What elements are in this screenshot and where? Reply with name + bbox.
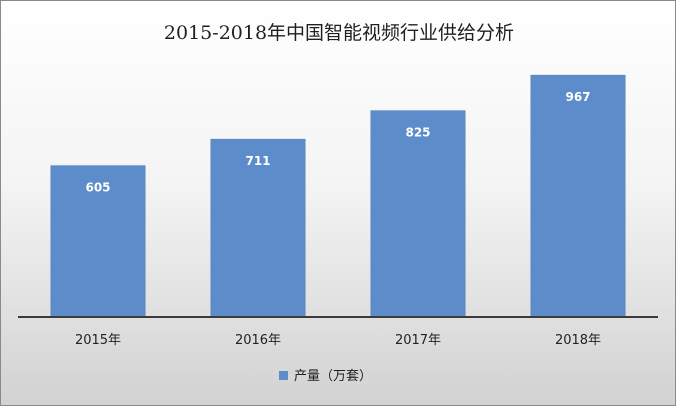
x-tick-label-1: 2015年 <box>75 333 121 348</box>
data-label-3: 825 <box>405 126 430 140</box>
data-label-group: 605 711 825 967 <box>85 90 590 195</box>
bar-4 <box>530 74 626 318</box>
bar-3 <box>370 110 466 318</box>
x-tick-label-4: 2018年 <box>555 333 601 348</box>
legend-entry-label: 产量（万套） <box>294 368 372 384</box>
chart-title: 2015-2018年中国智能视频行业供给分析 <box>164 22 514 44</box>
x-tick-labels: 2015年 2016年 2017年 2018年 <box>75 333 601 348</box>
bar-2 <box>210 138 306 318</box>
legend: 产量（万套） <box>279 368 372 384</box>
legend-swatch <box>279 371 288 380</box>
data-label-4: 967 <box>565 90 590 104</box>
x-tick-label-2: 2016年 <box>235 333 281 348</box>
bar-group <box>50 74 626 318</box>
x-tick-label-3: 2017年 <box>395 333 441 348</box>
bar-1 <box>50 165 146 318</box>
data-label-2: 711 <box>245 154 270 168</box>
data-label-1: 605 <box>85 181 110 195</box>
